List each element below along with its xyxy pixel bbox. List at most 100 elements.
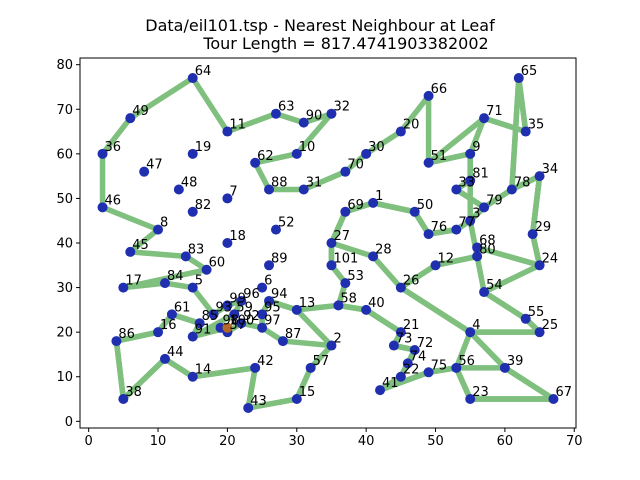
node-marker bbox=[534, 171, 545, 182]
node-label: 2 bbox=[333, 332, 341, 347]
tour-edge bbox=[294, 302, 342, 313]
node-label: 63 bbox=[278, 100, 295, 115]
tour-edge bbox=[481, 262, 543, 295]
node-marker bbox=[139, 166, 150, 177]
node-marker bbox=[180, 251, 191, 262]
node-marker bbox=[388, 340, 399, 351]
node-label: 18 bbox=[229, 229, 246, 244]
chart-title: Data/eil101.tsp - Nearest Neighbour at L… bbox=[145, 16, 495, 35]
chart-subtitle: Tour Length = 817.4741903382002 bbox=[202, 34, 488, 53]
node-label: 22 bbox=[403, 363, 420, 378]
y-tick-label: 20 bbox=[56, 326, 73, 341]
node-marker bbox=[264, 260, 275, 271]
node-marker bbox=[326, 108, 337, 119]
node-marker bbox=[534, 260, 545, 271]
tour-edge bbox=[189, 365, 258, 380]
x-tick-label: 50 bbox=[427, 434, 444, 449]
node-label: 1 bbox=[375, 189, 383, 204]
node-label: 70 bbox=[347, 158, 364, 173]
node-marker bbox=[257, 309, 268, 320]
tour-edge bbox=[467, 115, 487, 157]
node-label: 82 bbox=[195, 198, 212, 213]
x-tick-label: 60 bbox=[497, 434, 514, 449]
node-marker bbox=[465, 394, 476, 405]
node-marker bbox=[409, 344, 420, 355]
tour-edge bbox=[224, 110, 279, 135]
node-label: 24 bbox=[542, 251, 559, 266]
node-marker bbox=[423, 367, 434, 378]
tour-edge bbox=[481, 289, 529, 322]
node-marker bbox=[402, 358, 413, 369]
node-marker bbox=[125, 246, 136, 257]
tour-edge bbox=[113, 338, 127, 402]
y-tick-label: 60 bbox=[56, 147, 73, 162]
start-node-marker bbox=[222, 322, 233, 333]
node-marker bbox=[298, 117, 309, 128]
node-marker bbox=[264, 184, 275, 195]
node-marker bbox=[375, 385, 386, 396]
node-label: 39 bbox=[507, 354, 524, 369]
tour-edge bbox=[481, 115, 529, 135]
tour-edge bbox=[398, 93, 432, 135]
tour-edge bbox=[252, 160, 272, 193]
node-label: 29 bbox=[535, 220, 552, 235]
node-label: 60 bbox=[209, 256, 226, 271]
x-tick-label: 70 bbox=[566, 434, 583, 449]
node-marker bbox=[250, 362, 261, 373]
node-marker bbox=[451, 224, 462, 235]
y-tick-label: 80 bbox=[56, 58, 73, 73]
node-marker bbox=[257, 282, 268, 293]
node-label: 61 bbox=[174, 300, 191, 315]
node-label: 98 bbox=[222, 314, 239, 329]
node-marker bbox=[187, 206, 198, 217]
node-marker bbox=[222, 238, 233, 248]
node-label: 4 bbox=[472, 318, 480, 333]
node-marker bbox=[236, 318, 247, 329]
node-label: 38 bbox=[125, 385, 142, 400]
tour-edge bbox=[453, 329, 473, 371]
node-marker bbox=[215, 322, 226, 333]
node-marker bbox=[465, 327, 476, 338]
node-marker bbox=[194, 318, 205, 329]
node-label: 20 bbox=[403, 118, 420, 133]
tour-edge bbox=[189, 284, 217, 318]
node-label: 32 bbox=[333, 100, 350, 115]
node-marker bbox=[291, 304, 302, 315]
node-marker bbox=[208, 309, 219, 320]
node-label: 17 bbox=[125, 274, 142, 289]
node-label: 37 bbox=[229, 318, 246, 333]
node-marker bbox=[368, 197, 379, 208]
node-marker bbox=[187, 148, 198, 159]
node-marker bbox=[97, 202, 108, 213]
node-label: 90 bbox=[306, 109, 323, 124]
node-label: 52 bbox=[278, 216, 295, 231]
node-marker bbox=[257, 322, 268, 333]
node-label: 44 bbox=[167, 345, 184, 360]
node-label: 59 bbox=[236, 300, 253, 315]
y-tick-label: 50 bbox=[56, 192, 73, 207]
node-marker bbox=[243, 402, 254, 413]
node-marker bbox=[548, 394, 559, 405]
tour-edge bbox=[99, 115, 134, 157]
node-label: 51 bbox=[431, 149, 448, 164]
node-marker bbox=[479, 202, 490, 213]
tour-edge bbox=[474, 244, 543, 269]
node-label: 64 bbox=[195, 64, 212, 79]
node-label: 46 bbox=[105, 193, 122, 208]
node-marker bbox=[97, 148, 108, 159]
node-label: 31 bbox=[306, 176, 323, 191]
node-label: 57 bbox=[313, 354, 330, 369]
node-marker bbox=[465, 215, 476, 226]
node-label: 47 bbox=[146, 158, 163, 173]
node-label: 67 bbox=[555, 385, 572, 400]
node-label: 48 bbox=[181, 176, 198, 191]
node-marker bbox=[222, 300, 233, 311]
node-marker bbox=[153, 327, 164, 338]
node-label: 81 bbox=[472, 167, 489, 182]
node-label: 10 bbox=[299, 140, 316, 155]
node-label: 89 bbox=[271, 251, 288, 266]
node-marker bbox=[479, 113, 490, 124]
tour-edge bbox=[328, 240, 376, 260]
node-marker bbox=[423, 229, 434, 240]
tour-edge bbox=[294, 307, 335, 349]
